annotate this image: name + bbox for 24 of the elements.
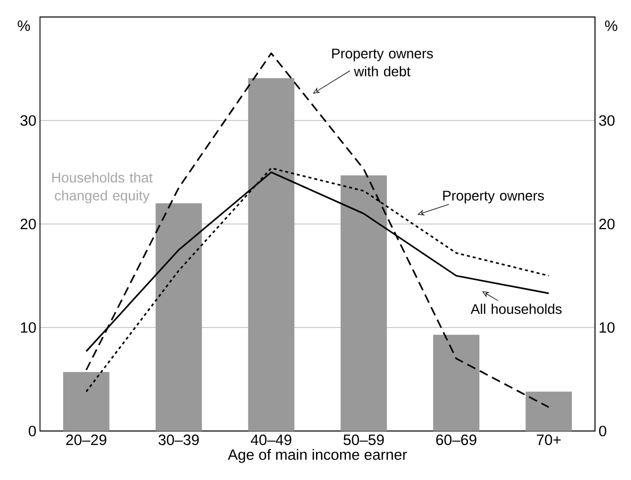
bar xyxy=(63,372,110,431)
x-tick-label: 70+ xyxy=(536,434,561,446)
y-tick-label: 0 xyxy=(28,426,36,436)
x-tick-label: 20–29 xyxy=(66,434,106,446)
x-tick-label: 30–39 xyxy=(158,434,199,446)
y-tick-label: 10 xyxy=(21,322,36,333)
y2-tick-label: 10 xyxy=(600,322,615,333)
y2-tick-label: 0 xyxy=(599,426,606,436)
text: Property owners xyxy=(443,190,544,204)
x-tick-label: 50–59 xyxy=(344,434,384,446)
x-tick-label: 60–69 xyxy=(436,434,476,446)
y2-axis-title: % xyxy=(605,20,618,31)
series-label: Households that changed equity xyxy=(52,172,153,204)
bar xyxy=(433,334,480,431)
x-tick-label: 40–49 xyxy=(250,434,292,446)
bar xyxy=(526,392,572,431)
x-axis-title: Age of main income earner xyxy=(228,448,407,463)
legend-label: All households xyxy=(470,304,562,314)
y2-tick-label: 20 xyxy=(599,218,615,230)
y-axis-title: % xyxy=(18,20,30,31)
y-tick-label: 30 xyxy=(20,115,36,126)
text: Property owners with debt xyxy=(332,48,433,76)
y-tick-label: 20 xyxy=(20,218,36,230)
y2-tick-label: 30 xyxy=(599,115,615,126)
